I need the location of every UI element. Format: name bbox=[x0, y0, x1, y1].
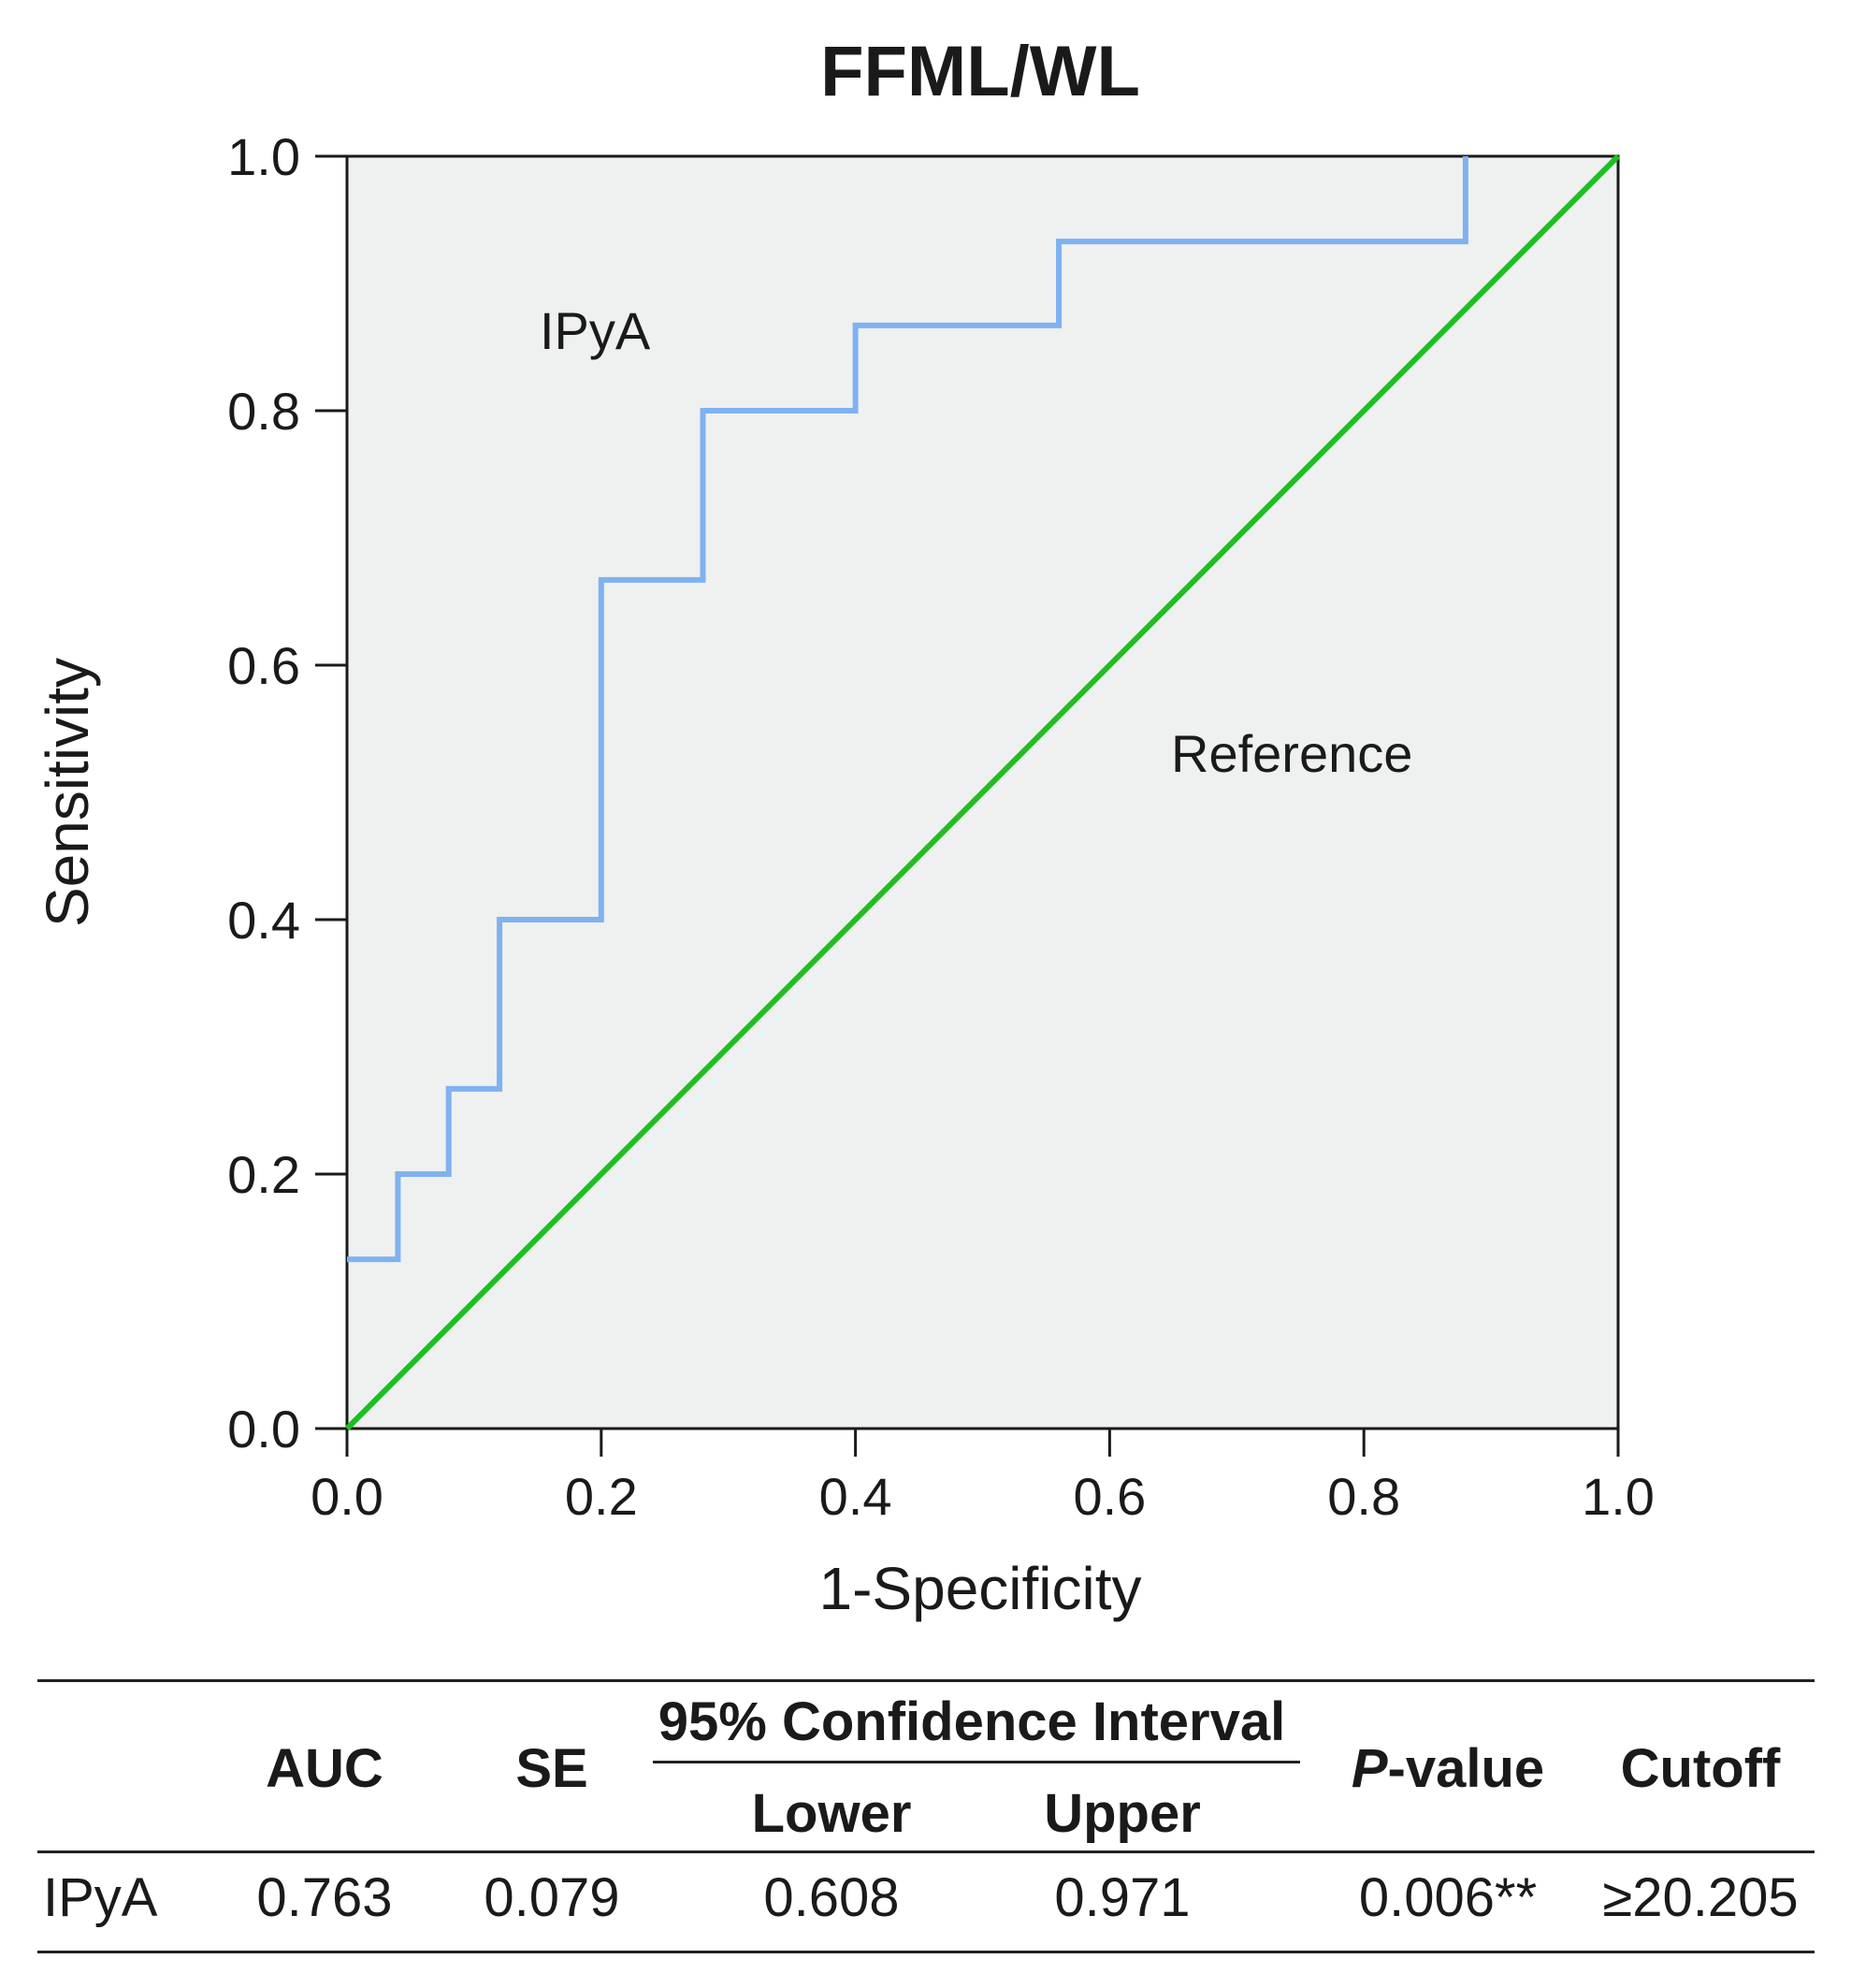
series-line-ipya bbox=[347, 156, 1468, 1263]
row-p-value: 0.006** bbox=[1358, 1867, 1538, 1928]
x-tick-label: 0.4 bbox=[819, 1467, 892, 1526]
x-tick-label: 1.0 bbox=[1582, 1467, 1655, 1526]
header-p-rest: -value bbox=[1387, 1738, 1545, 1799]
row-upper: 0.971 bbox=[1054, 1867, 1191, 1928]
table-mid-rule bbox=[37, 1850, 1815, 1853]
y-axis: 0.0 0.2 0.4 0.6 0.8 1.0 bbox=[227, 127, 347, 1458]
row-lower: 0.608 bbox=[763, 1867, 900, 1928]
x-tick-label: 0.2 bbox=[565, 1467, 638, 1526]
chart-title: FFML/WL bbox=[820, 32, 1140, 111]
header-se: SE bbox=[515, 1738, 588, 1799]
annotation-reference: Reference bbox=[1171, 724, 1412, 783]
header-upper: Upper bbox=[1044, 1783, 1201, 1844]
x-tick-label: 0.0 bbox=[311, 1467, 383, 1526]
y-tick-label: 0.6 bbox=[227, 636, 300, 695]
y-axis-label: Sensitivity bbox=[34, 658, 101, 927]
header-p-italic: P bbox=[1351, 1738, 1388, 1799]
y-tick-label: 1.0 bbox=[227, 127, 300, 186]
y-tick-label: 0.2 bbox=[227, 1145, 300, 1204]
y-tick-label: 0.8 bbox=[227, 382, 300, 441]
annotation-ipya: IPyA bbox=[540, 301, 651, 360]
roc-chart: FFML/WL 0.00.20.40.60.81.0 0.0 0.2 0.4 0.6 0… bbox=[34, 32, 1655, 1622]
header-ci: 95% Confidence Interval bbox=[658, 1691, 1286, 1752]
series-layer bbox=[344, 153, 1621, 1431]
roc-stats-table: AUC SE 95% Confidence Interval Lower Upp… bbox=[37, 1679, 1815, 1979]
header-lower: Lower bbox=[751, 1783, 912, 1844]
x-axis: 0.0 0.2 0.4 0.6 0.8 1.0 bbox=[311, 1429, 1655, 1526]
y-tick-label: 0.0 bbox=[227, 1400, 300, 1458]
x-axis-label: 1-Specificity bbox=[819, 1555, 1142, 1622]
header-auc: AUC bbox=[266, 1738, 383, 1799]
header-cutoff: Cutoff bbox=[1620, 1738, 1781, 1799]
x-tick-label: 0.6 bbox=[1073, 1467, 1146, 1526]
ci-subrule bbox=[653, 1761, 1300, 1763]
x-tick-label: 0.8 bbox=[1327, 1467, 1400, 1526]
table-bottom-rule bbox=[37, 1951, 1815, 1953]
series-line-reference bbox=[344, 153, 1621, 1431]
header-p-value: P-value bbox=[1352, 1737, 1544, 1800]
y-tick-label: 0.4 bbox=[227, 891, 300, 950]
row-name: IPyA bbox=[43, 1867, 158, 1928]
row-se: 0.079 bbox=[484, 1867, 620, 1928]
row-cutoff: ≥20.205 bbox=[1602, 1867, 1799, 1928]
table-top-rule bbox=[37, 1679, 1815, 1682]
row-auc: 0.763 bbox=[256, 1867, 393, 1928]
